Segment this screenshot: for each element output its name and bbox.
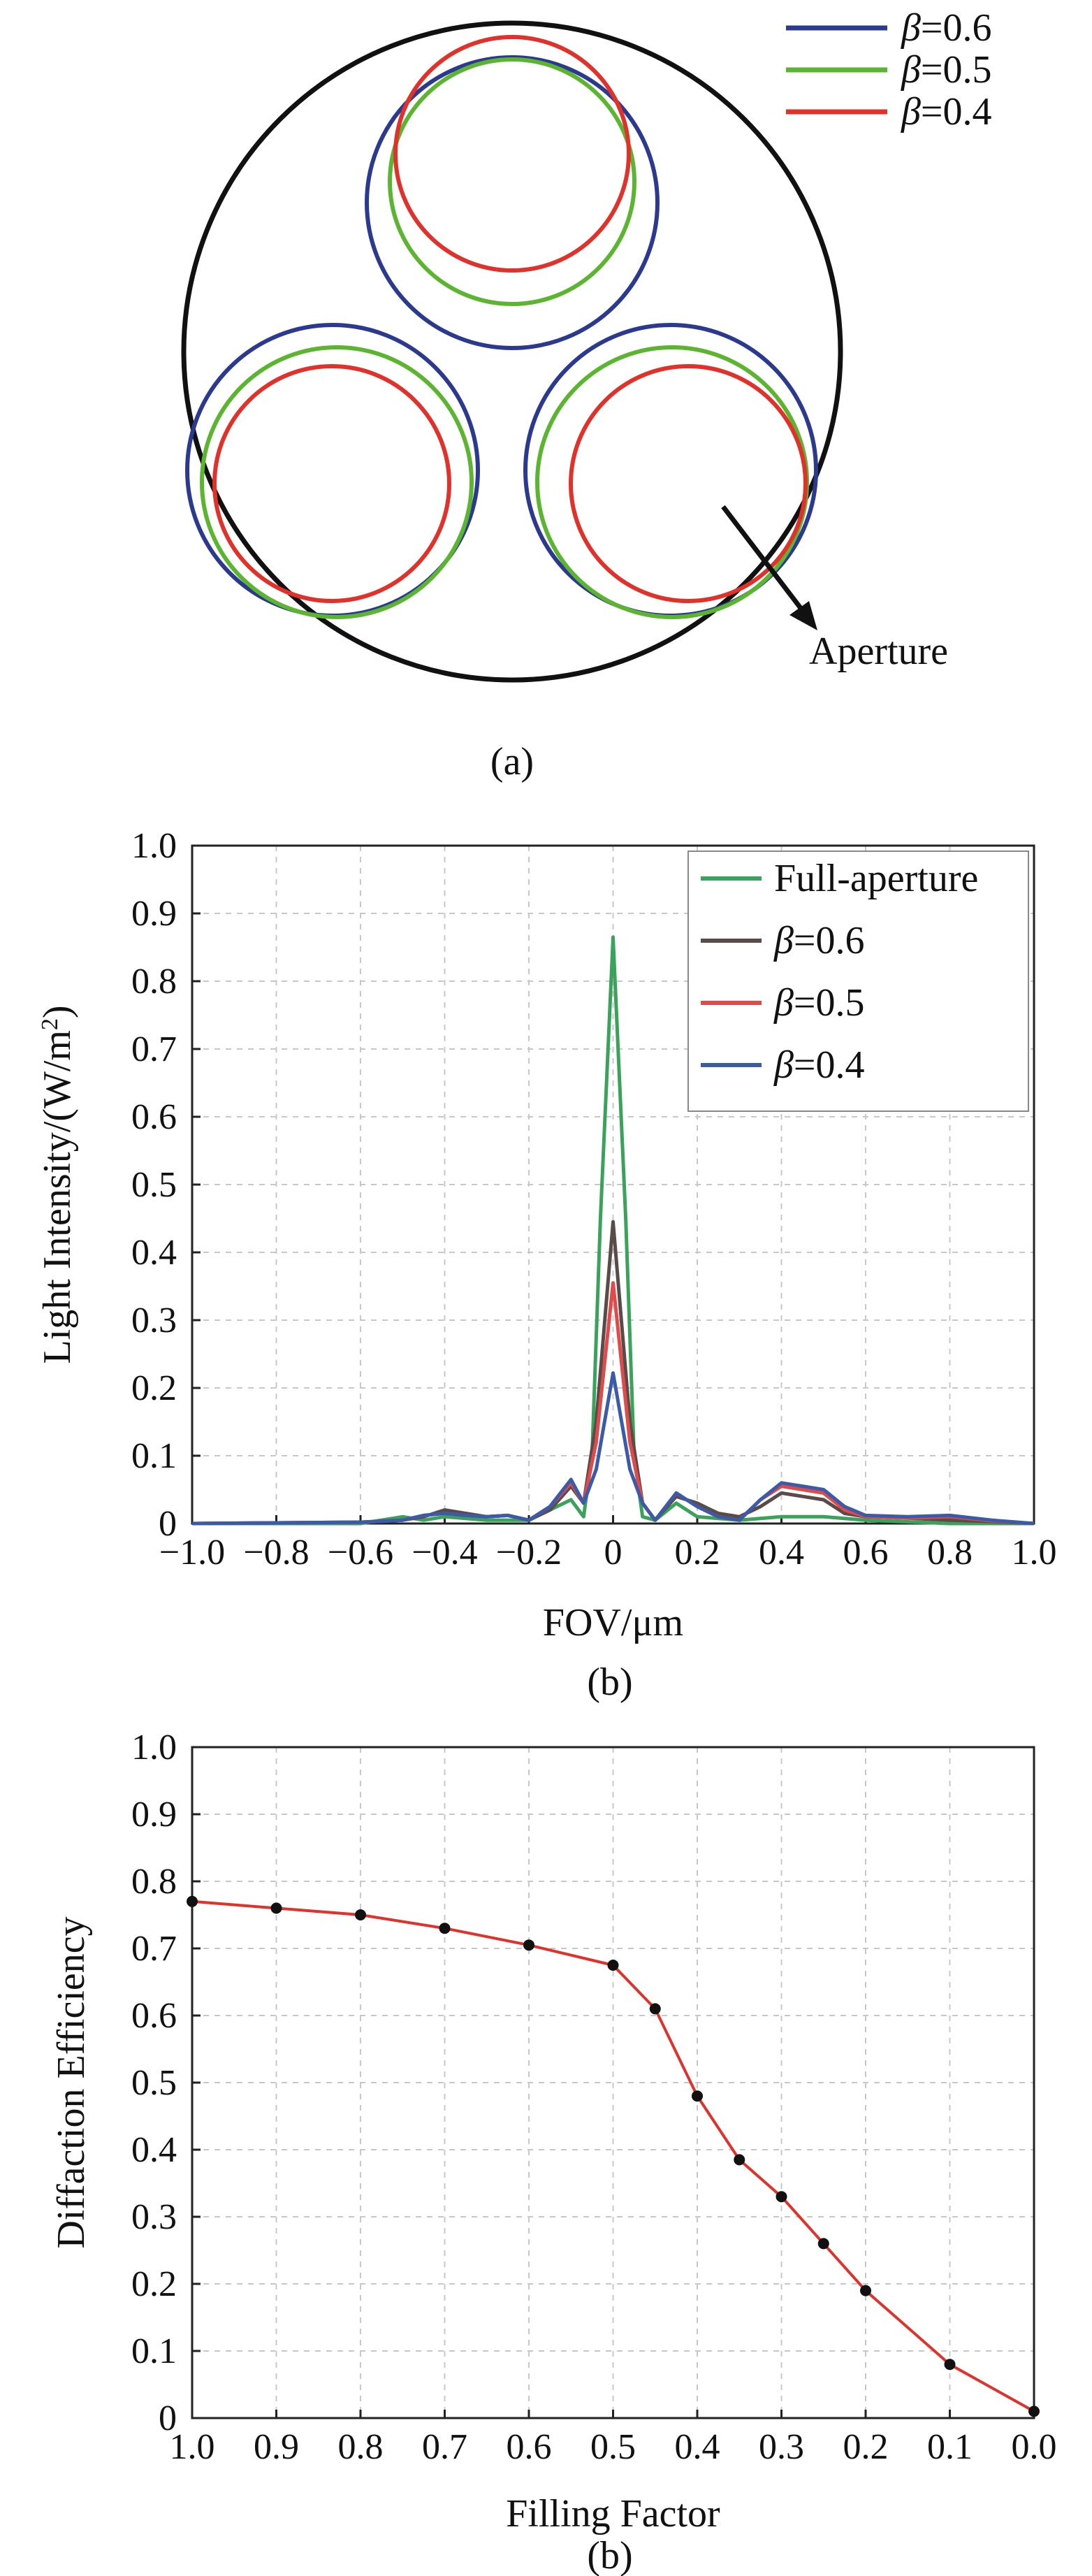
legend-label-1: β=0.6 <box>773 919 864 962</box>
series-line-0 <box>192 935 1034 1526</box>
x-tick-label: 0.8 <box>927 1533 973 1572</box>
legend-box <box>687 851 1029 1112</box>
x-tick-label: −1.0 <box>159 1533 225 1572</box>
left-circle-beta-0.4 <box>212 364 451 603</box>
left-circle-beta-0.5 <box>200 345 474 619</box>
diagram-legend: β=0.6 β=0.5 β=0.4 <box>786 6 991 133</box>
y-tick-label: 0.3 <box>131 2197 177 2237</box>
y-tick-label: 0.8 <box>131 1862 177 1902</box>
data-point <box>944 2359 956 2371</box>
legend-label-2: β=0.5 <box>773 981 864 1025</box>
series-line-3 <box>191 1371 1035 1526</box>
aperture-arrow <box>721 505 807 616</box>
y-tick-label: 0.2 <box>131 2264 177 2304</box>
legend-label-beta-0.5: β=0.5 <box>901 48 991 92</box>
y-tick-label: 0.5 <box>131 1165 177 1205</box>
y-tick-label: 0.7 <box>131 1029 177 1069</box>
y-tick-label: 0.9 <box>131 1795 177 1835</box>
y-tick-label: 1.0 <box>131 1728 177 1767</box>
data-point <box>187 1895 198 1907</box>
x-tick-label: 0.2 <box>675 1533 720 1572</box>
data-point <box>607 1960 619 1971</box>
diffraction-efficiency-chart: 1.0 0.9 0.8 0.7 0.6 0.5 0.4 0.3 0.2 0.1 0.0 0 0.1 0.2… <box>50 1728 1057 2576</box>
y-tick-label: 0.3 <box>131 1301 177 1340</box>
data-point <box>649 2003 661 2015</box>
x-tick-label: 0.8 <box>338 2427 384 2467</box>
light-intensity-chart: −1.0 −0.8 −0.6 −0.4 −0.2 0 0.2 0.4 0.6 0.8 1.0 0 0.1… <box>36 826 1057 1704</box>
x-tick-label: 1.0 <box>1012 1533 1057 1572</box>
x-tick-label: −0.2 <box>496 1533 562 1572</box>
x-tick-label: −0.8 <box>243 1533 309 1572</box>
x-tick-label: 0.6 <box>507 2427 552 2467</box>
x-tick-label: 0.1 <box>927 2427 973 2467</box>
left-circle-beta-0.6 <box>185 323 480 618</box>
x-tick-label: 0.9 <box>254 2427 299 2467</box>
data-point <box>523 1939 534 1951</box>
caption-c: (b) <box>587 2534 632 2576</box>
legend-label-beta-0.6: β=0.6 <box>901 6 991 50</box>
x-tick-label: 0.2 <box>843 2427 889 2467</box>
data-point <box>439 1923 451 1934</box>
y-tick-label: 0.8 <box>131 962 177 1001</box>
data-point <box>817 2238 829 2250</box>
x-tick-label: 0.7 <box>422 2427 467 2467</box>
y-axis-label: Diffaction Efficiency <box>50 1916 93 2248</box>
y-tick-label: 0.4 <box>131 2130 177 2170</box>
y-axis-label: Light Intensity/(W/m2) <box>36 1005 79 1363</box>
x-tick-label: 0.4 <box>675 2427 720 2467</box>
right-circle-beta-0.5 <box>535 345 809 619</box>
y-tick-label: 0.9 <box>131 894 177 934</box>
data-point <box>860 2285 871 2296</box>
caption-a: (a) <box>490 740 534 783</box>
top-circle-beta-0.4 <box>393 35 631 273</box>
data-point <box>355 1909 366 1920</box>
y-tick-label: 0 <box>159 1504 177 1544</box>
y-tick-label: 0.1 <box>131 1436 177 1476</box>
y-tick-label: 0.1 <box>131 2331 177 2371</box>
y-tick-label: 0 <box>159 2398 177 2438</box>
caption-b: (b) <box>587 1660 632 1704</box>
data-point <box>734 2154 745 2166</box>
series-line-0 <box>191 1900 1035 2413</box>
x-tick-label: 0.3 <box>759 2427 804 2467</box>
chart1-legend: Full-aperture β=0.6 β=0.5 β=0.4 <box>687 851 1029 1112</box>
aperture-diagram: Aperture β=0.6 β=0.5 β=0.4 (a) <box>181 6 991 783</box>
data-point <box>1028 2405 1040 2417</box>
x-tick-label: −0.4 <box>412 1533 477 1572</box>
legend-label-beta-0.4: β=0.4 <box>901 90 991 133</box>
legend-label-0: Full-aperture <box>774 857 978 900</box>
data-point <box>692 2090 703 2102</box>
x-tick-label: 1.0 <box>170 2427 215 2467</box>
x-tick-label: 0.4 <box>759 1533 804 1572</box>
y-tick-label: 0.7 <box>131 1929 177 1969</box>
aperture-arrowhead <box>789 601 817 630</box>
y-tick-label: 1.0 <box>131 826 177 866</box>
x-tick-label: 0.6 <box>843 1533 889 1572</box>
x-axis-label: FOV/μm <box>543 1601 683 1644</box>
top-circle-beta-0.5 <box>388 57 636 306</box>
data-point <box>776 2191 787 2203</box>
x-tick-label: 0 <box>604 1533 623 1572</box>
outer-aperture-circle <box>181 20 843 683</box>
x-axis-label: Filling Factor <box>506 2492 720 2535</box>
y-tick-label: 0.6 <box>131 1996 177 2036</box>
y-tick-label: 0.2 <box>131 1368 177 1408</box>
legend-label-3: β=0.4 <box>773 1043 864 1087</box>
aperture-label: Aperture <box>809 630 948 673</box>
right-circle-beta-0.4 <box>569 364 808 603</box>
data-point <box>270 1902 282 1914</box>
y-tick-label: 0.4 <box>131 1233 177 1273</box>
x-tick-label: 0.0 <box>1012 2427 1057 2467</box>
y-tick-label: 0.5 <box>131 2063 177 2103</box>
x-tick-label: −0.6 <box>328 1533 393 1572</box>
x-tick-label: 0.5 <box>590 2427 636 2467</box>
y-tick-label: 0.6 <box>131 1097 177 1137</box>
